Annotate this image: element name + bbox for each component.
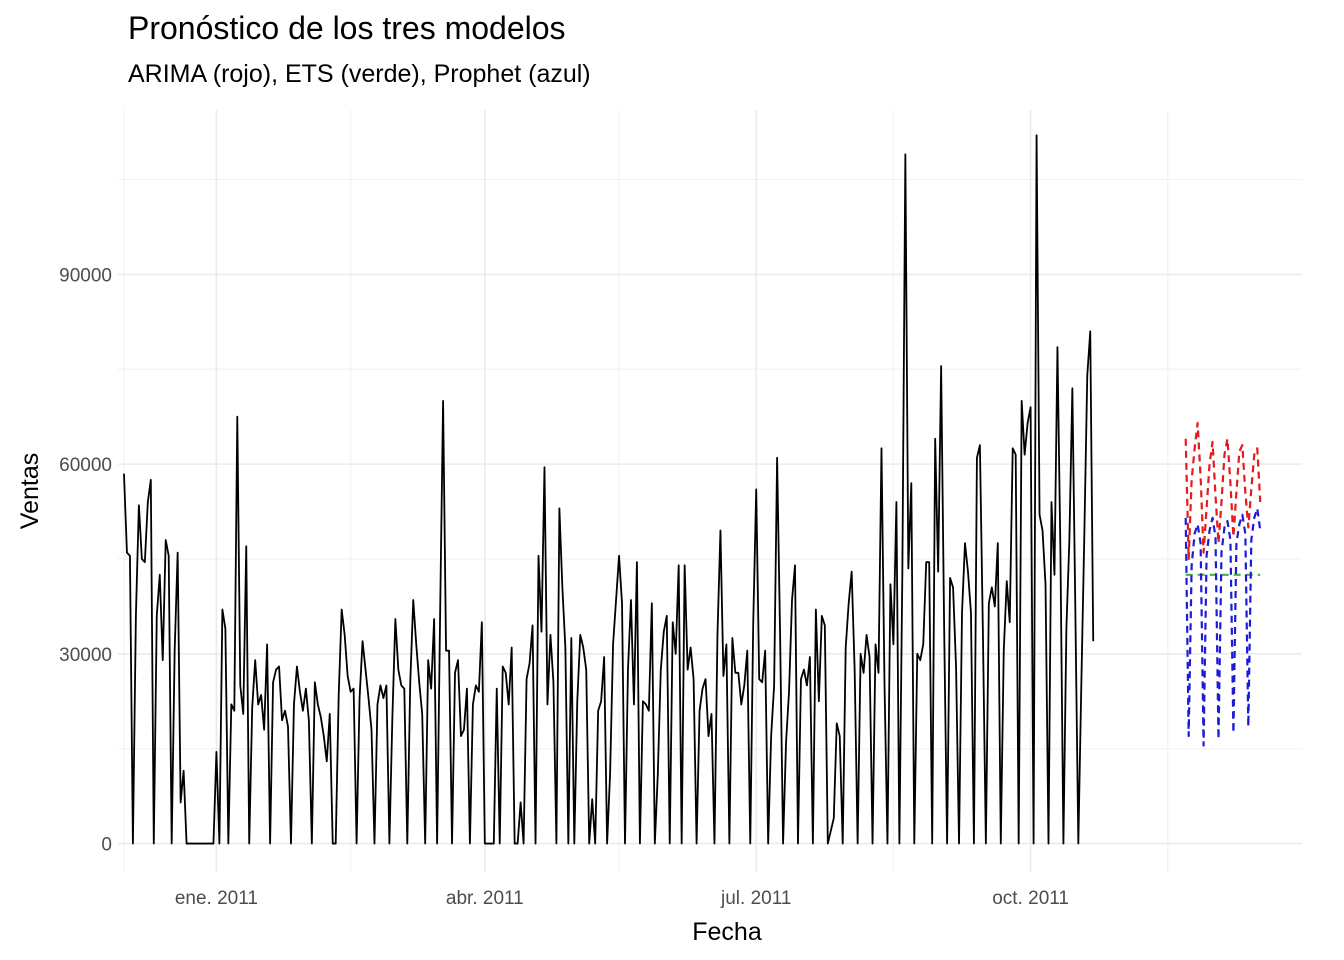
series-layer: [123, 134, 1262, 845]
y-tick-label: 0: [101, 835, 112, 856]
x-axis-title: Fecha: [692, 918, 762, 946]
x-tick-label: oct. 2011: [992, 888, 1069, 909]
chart-subtitle: ARIMA (rojo), ETS (verde), Prophet (azul…: [128, 60, 591, 88]
x-tick-label: jul. 2011: [720, 888, 791, 909]
x-tick-label: abr. 2011: [446, 888, 524, 909]
x-tick-label: ene. 2011: [175, 888, 258, 909]
x-tick-labels: ene. 2011 abr. 2011 jul. 2011 oct. 2011: [175, 888, 1069, 909]
y-axis-title: Ventas: [16, 453, 44, 529]
y-tick-label: 90000: [59, 265, 112, 286]
y-tick-label: 60000: [59, 455, 112, 476]
forecast-line-1: [1184, 421, 1262, 561]
chart-title: Pronóstico de los tres modelos: [128, 10, 566, 46]
major-gridlines: [118, 110, 1302, 872]
y-tick-labels: 0 30000 60000 90000: [59, 265, 112, 855]
y-tick-label: 30000: [59, 645, 112, 666]
observed-line-0: [123, 134, 1095, 845]
forecast-line-2: [1184, 507, 1262, 747]
minor-gridlines: [118, 110, 1302, 872]
